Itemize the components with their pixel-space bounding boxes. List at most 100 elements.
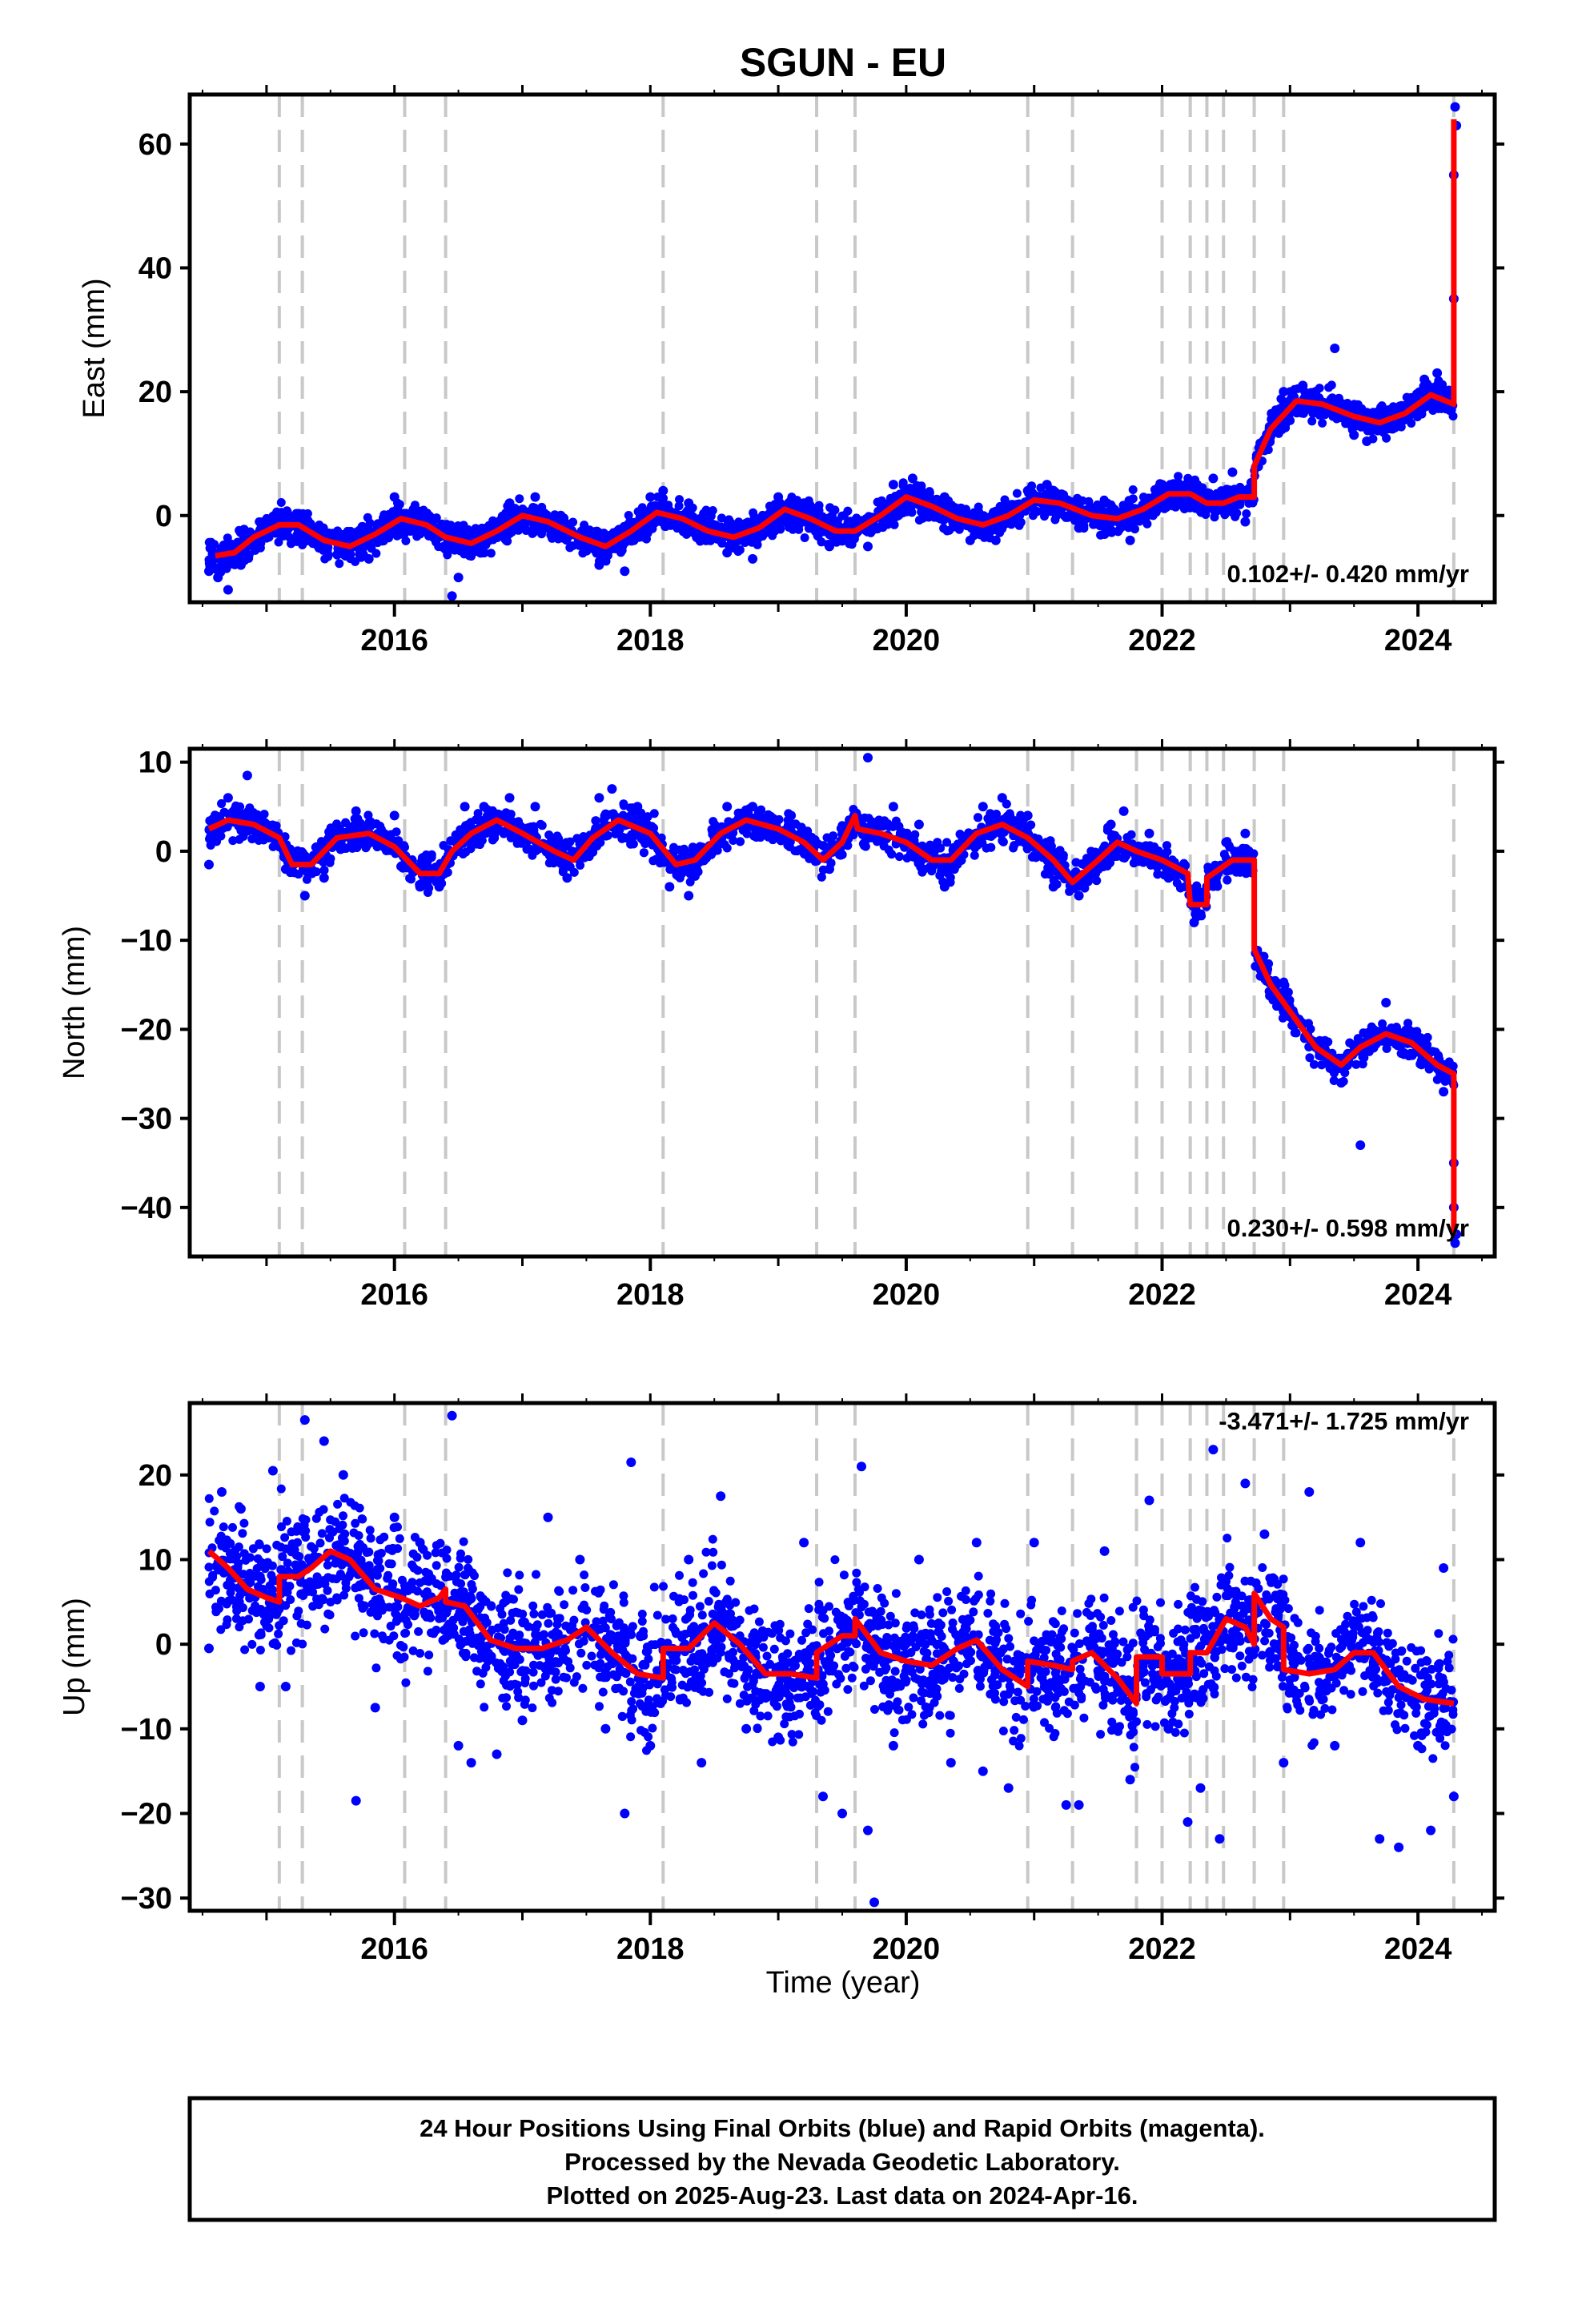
position-point xyxy=(1061,513,1070,522)
position-point xyxy=(836,534,845,544)
position-point xyxy=(1362,436,1372,446)
position-point xyxy=(700,514,709,524)
position-point xyxy=(561,519,571,529)
position-point xyxy=(650,501,660,510)
position-point xyxy=(827,511,837,520)
position-point xyxy=(925,487,934,497)
position-point xyxy=(1202,505,1211,515)
position-point xyxy=(1407,392,1417,403)
position-point xyxy=(363,553,374,564)
position-point xyxy=(1094,505,1103,515)
position-point xyxy=(1315,410,1324,420)
position-point xyxy=(395,500,404,509)
position-point xyxy=(256,517,266,527)
position-point xyxy=(556,510,566,521)
position-point xyxy=(500,534,510,544)
position-point xyxy=(515,494,524,504)
position-point xyxy=(713,846,722,855)
position-point xyxy=(1084,497,1094,506)
position-point xyxy=(1229,506,1239,516)
y-tick-label: 0 xyxy=(155,500,172,533)
position-point xyxy=(784,522,793,532)
position-point xyxy=(634,533,644,542)
position-point xyxy=(1144,493,1154,503)
position-point xyxy=(893,507,903,517)
position-point xyxy=(692,533,701,542)
position-point xyxy=(1022,485,1033,496)
position-point xyxy=(594,560,604,570)
position-point xyxy=(773,492,784,502)
position-point xyxy=(274,537,283,547)
position-point xyxy=(843,841,853,850)
position-point xyxy=(645,492,656,502)
position-point xyxy=(291,509,301,518)
position-point xyxy=(888,480,898,490)
position-point xyxy=(1157,480,1167,490)
position-point xyxy=(734,517,744,527)
position-point xyxy=(408,505,419,514)
position-point xyxy=(722,548,733,558)
position-point xyxy=(939,524,949,533)
position-point xyxy=(1395,401,1404,411)
position-point xyxy=(906,503,916,513)
position-point xyxy=(966,524,976,533)
position-point xyxy=(649,809,659,818)
position-point xyxy=(299,535,309,545)
position-point xyxy=(538,508,548,517)
position-point xyxy=(1040,512,1049,521)
position-point xyxy=(876,501,885,511)
position-point xyxy=(1450,102,1460,112)
position-point xyxy=(1042,480,1052,490)
position-point xyxy=(392,508,402,517)
position-point xyxy=(528,508,538,517)
position-point xyxy=(1208,473,1219,484)
position-point xyxy=(1355,407,1364,416)
position-point xyxy=(1240,517,1251,527)
position-point xyxy=(1234,486,1243,496)
position-point xyxy=(1349,430,1359,440)
position-point xyxy=(651,517,661,526)
y-tick-label: 20 xyxy=(139,376,172,409)
position-point xyxy=(446,836,456,846)
position-point xyxy=(932,496,942,505)
position-point xyxy=(259,810,269,819)
position-point xyxy=(1009,843,1018,853)
position-point xyxy=(1128,485,1138,494)
position-point xyxy=(826,531,836,541)
position-point xyxy=(1328,412,1338,421)
position-point xyxy=(223,533,232,543)
position-point xyxy=(894,852,904,862)
position-point xyxy=(1016,517,1026,527)
position-point xyxy=(235,560,246,570)
position-point xyxy=(601,557,611,566)
position-point xyxy=(1307,416,1317,426)
position-point xyxy=(1267,408,1276,418)
position-point xyxy=(335,559,344,569)
position-point xyxy=(576,526,586,536)
north-points xyxy=(204,753,1462,1248)
position-point xyxy=(637,510,647,520)
position-point xyxy=(592,549,601,558)
position-point xyxy=(938,514,947,524)
position-point xyxy=(204,566,214,577)
position-point xyxy=(486,549,496,558)
position-point xyxy=(752,514,761,524)
position-point xyxy=(907,473,917,484)
position-point xyxy=(643,529,652,538)
position-point xyxy=(1286,387,1295,396)
position-point xyxy=(1341,419,1351,428)
position-point xyxy=(965,535,975,545)
position-point xyxy=(942,838,952,847)
position-point xyxy=(1125,535,1135,545)
position-point xyxy=(716,522,725,532)
position-point xyxy=(530,492,540,502)
position-point xyxy=(1311,387,1321,397)
position-point xyxy=(599,529,608,538)
position-point xyxy=(1002,519,1011,529)
position-point xyxy=(674,501,684,511)
position-point xyxy=(418,512,428,521)
east-rate-label: 0.102+/- 0.420 mm/yr xyxy=(1227,560,1469,588)
position-point xyxy=(213,573,223,583)
position-point xyxy=(1298,380,1308,391)
